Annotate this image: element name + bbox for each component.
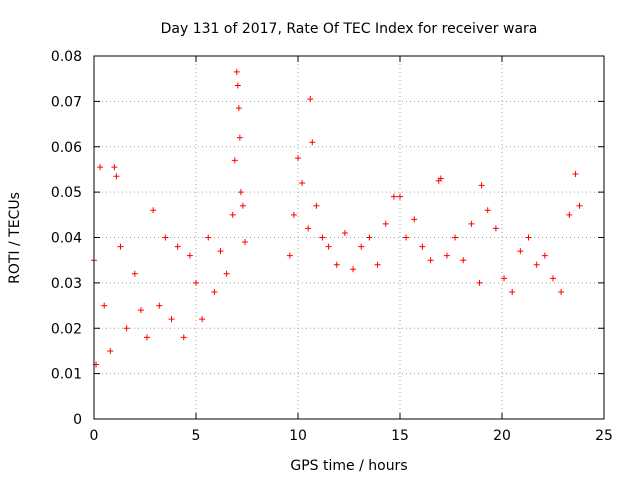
data-point — [476, 279, 483, 286]
data-point — [156, 302, 163, 309]
data-point — [478, 182, 485, 189]
data-point — [241, 239, 248, 246]
data-point — [97, 164, 104, 171]
data-point — [572, 170, 579, 177]
data-point — [419, 243, 426, 250]
data-point — [231, 157, 238, 164]
data-point — [390, 193, 397, 200]
data-point — [468, 220, 475, 227]
data-point — [411, 216, 418, 223]
data-point — [333, 261, 340, 268]
data-point — [299, 180, 306, 187]
data-point — [492, 225, 499, 232]
y-tick-label: 0.06 — [51, 140, 82, 156]
x-tick-label: 20 — [493, 428, 511, 444]
data-point — [437, 175, 444, 182]
x-axis-label: GPS time / hours — [290, 458, 407, 474]
y-tick-label: 0.04 — [51, 231, 82, 247]
data-point — [525, 234, 532, 241]
y-tick-label: 0.03 — [51, 276, 82, 292]
data-point — [350, 266, 357, 273]
data-point — [211, 288, 218, 295]
data-point — [117, 243, 124, 250]
data-point — [358, 243, 365, 250]
data-point — [341, 229, 348, 236]
data-point — [123, 325, 130, 332]
data-point — [382, 220, 389, 227]
axis-ticks: 0 5 10 15 20 25 0 0.01 0.02 0.03 0.04 0.05 0.06 0.07 0… — [51, 49, 613, 444]
data-point — [309, 139, 316, 146]
data-point — [443, 252, 450, 259]
x-tick-label: 25 — [595, 428, 613, 444]
data-point — [290, 211, 297, 218]
data-point — [366, 234, 373, 241]
data-point — [131, 270, 138, 277]
x-tick-label: 5 — [192, 428, 201, 444]
data-point — [234, 82, 241, 89]
data-point — [576, 202, 583, 209]
chart-title: Day 131 of 2017, Rate Of TEC Index for r… — [161, 21, 538, 37]
grid-layer — [94, 56, 604, 419]
data-point — [397, 193, 403, 200]
data-point — [319, 234, 326, 241]
data-point — [205, 234, 212, 241]
data-point — [199, 316, 206, 323]
data-point — [233, 68, 240, 75]
data-point — [113, 173, 120, 180]
data-point — [137, 307, 144, 314]
data-point — [307, 96, 314, 103]
y-tick-label: 0.08 — [51, 49, 82, 65]
data-point — [150, 207, 157, 214]
data-point — [180, 334, 187, 341]
data-point — [168, 316, 175, 323]
data-point — [427, 257, 434, 264]
y-tick-label: 0.07 — [51, 94, 82, 110]
data-point — [460, 257, 467, 264]
data-point — [325, 243, 332, 250]
y-tick-label: 0.02 — [51, 321, 82, 337]
data-point — [558, 288, 565, 295]
data-point — [541, 252, 548, 259]
data-point — [107, 347, 114, 354]
y-tick-label: 0 — [73, 412, 82, 428]
plot-frame — [93, 55, 605, 420]
data-point — [162, 234, 169, 241]
y-tick-label: 0.01 — [51, 367, 82, 383]
y-tick-label: 0.05 — [51, 185, 82, 201]
data-point — [236, 134, 243, 141]
data-point — [174, 243, 181, 250]
y-axis-label: ROTI / TECUs — [7, 192, 23, 284]
data-point — [509, 288, 516, 295]
data-point — [533, 261, 540, 268]
data-point — [144, 334, 151, 341]
data-point — [305, 225, 312, 232]
data-point — [374, 261, 381, 268]
data-point — [501, 275, 508, 282]
data-point — [223, 270, 230, 277]
data-point — [403, 234, 410, 241]
data-point — [517, 248, 524, 255]
data-point — [237, 189, 244, 196]
data-point — [286, 252, 293, 259]
data-point — [111, 164, 118, 171]
data-point — [186, 252, 193, 259]
data-marks — [91, 68, 583, 368]
x-tick-label: 15 — [391, 428, 409, 444]
data-point — [313, 202, 320, 209]
data-point — [101, 302, 108, 309]
data-point — [193, 279, 199, 286]
data-point — [235, 105, 242, 112]
data-point — [295, 155, 301, 162]
data-point — [550, 275, 556, 282]
data-point — [239, 202, 246, 209]
data-point — [217, 248, 224, 255]
data-point — [484, 207, 491, 214]
x-tick-label: 0 — [90, 428, 99, 444]
data-point — [452, 234, 459, 241]
x-tick-label: 10 — [289, 428, 307, 444]
data-point — [566, 211, 573, 218]
data-point — [229, 211, 236, 218]
